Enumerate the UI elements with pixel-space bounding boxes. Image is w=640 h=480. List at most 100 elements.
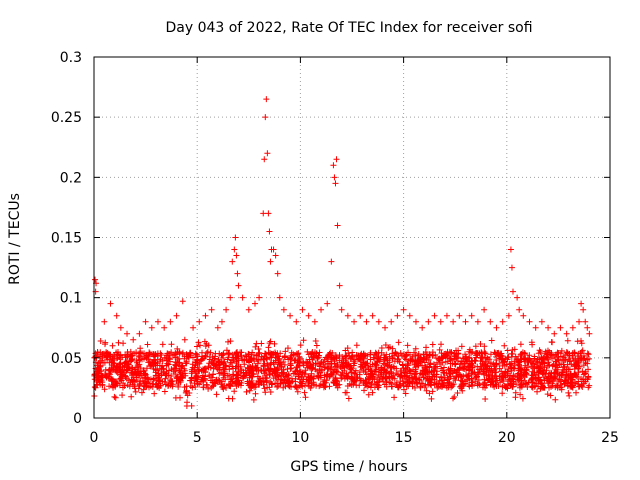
data-point-bulk: [316, 383, 323, 390]
data-point-bulk: [496, 373, 503, 380]
data-point-bulk: [546, 379, 553, 386]
data-point-bulk: [165, 350, 172, 357]
data-point-bulk: [442, 358, 449, 365]
data-point-bulk: [508, 350, 515, 357]
data-point: [208, 306, 215, 313]
data-point-bulk: [411, 378, 418, 385]
data-point-bulk: [428, 395, 435, 402]
data-point-bulk: [181, 384, 188, 391]
data-point-bulk: [445, 384, 452, 391]
data-point-bulk: [452, 360, 459, 367]
data-point-bulk: [183, 387, 190, 394]
data-point-bulk: [517, 341, 524, 348]
data-point: [130, 336, 137, 343]
data-point-bulk: [434, 359, 441, 366]
y-tick-label: 0: [73, 411, 82, 427]
data-point-bulk: [501, 382, 508, 389]
x-tick-label: 5: [193, 430, 202, 446]
data-point: [227, 294, 234, 301]
data-point-bulk: [217, 369, 224, 376]
data-point-bulk: [143, 365, 150, 372]
data-point-bulk: [192, 359, 199, 366]
data-point-bulk: [136, 381, 143, 388]
data-point: [551, 330, 558, 337]
data-point: [234, 270, 241, 277]
data-point: [299, 306, 306, 313]
data-point-bulk: [145, 383, 152, 390]
data-point-bulk: [110, 381, 117, 388]
data-point-bulk: [531, 371, 538, 378]
data-point: [331, 174, 338, 181]
data-point-bulk: [142, 370, 149, 377]
data-point-bulk: [292, 375, 299, 382]
y-tick-label: 0.1: [60, 291, 82, 307]
data-point-bulk: [95, 351, 102, 358]
data-point: [260, 210, 267, 217]
data-point-bulk: [436, 346, 443, 353]
data-point-bulk: [144, 341, 151, 348]
data-point-bulk: [284, 366, 291, 373]
data-point-bulk: [267, 378, 274, 385]
data-point: [419, 324, 426, 331]
data-point-bulk: [123, 367, 130, 374]
data-point-bulk: [128, 357, 135, 364]
data-point-bulk: [474, 363, 481, 370]
data-point-bulk: [546, 362, 553, 369]
data-point-bulk: [110, 364, 117, 371]
data-point: [245, 306, 252, 313]
data-point-bulk: [436, 355, 443, 362]
data-point-bulk: [271, 366, 278, 373]
data-point: [113, 312, 120, 319]
data-point-bulk: [199, 355, 206, 362]
data-point-bulk: [137, 365, 144, 372]
data-point-bulk: [476, 381, 483, 388]
data-point-bulk: [518, 352, 525, 359]
data-point-bulk: [446, 349, 453, 356]
data-point-bulk: [375, 371, 382, 378]
data-point-bulk: [321, 376, 328, 383]
data-point-bulk: [377, 369, 384, 376]
y-tick-label: 0.25: [51, 110, 82, 126]
data-point-bulk: [274, 365, 281, 372]
data-point-bulk: [234, 355, 241, 362]
y-axis-label: ROTI / TECUs: [7, 193, 23, 285]
data-point-bulk: [571, 362, 578, 369]
data-point-bulk: [246, 368, 253, 375]
data-point-bulk: [262, 389, 269, 396]
data-point-bulk: [93, 382, 100, 389]
data-point-bulk: [402, 390, 409, 397]
data-point: [265, 210, 272, 217]
data-point: [580, 306, 587, 313]
data-point: [264, 150, 271, 157]
data-point-bulk: [565, 366, 572, 373]
data-point: [584, 324, 591, 331]
data-point-bulk: [275, 356, 282, 363]
data-point-bulk: [129, 381, 136, 388]
data-point: [382, 324, 389, 331]
data-point: [136, 330, 143, 337]
data-point-bulk: [96, 359, 103, 366]
data-point-bulk: [507, 382, 514, 389]
data-point: [474, 318, 481, 325]
data-point: [251, 300, 258, 307]
data-point-bulk: [575, 383, 582, 390]
data-point: [218, 318, 225, 325]
data-point-bulk: [563, 372, 570, 379]
data-point-bulk: [317, 382, 324, 389]
data-point-bulk: [477, 358, 484, 365]
data-point-bulk: [412, 368, 419, 375]
data-point-bulk: [373, 362, 380, 369]
data-point-bulk: [538, 380, 545, 387]
data-point-bulk: [175, 381, 182, 388]
data-point-bulk: [188, 366, 195, 373]
data-point-bulk: [519, 349, 526, 356]
data-point-bulk: [203, 382, 210, 389]
data-point-bulk: [392, 350, 399, 357]
data-point-bulk: [441, 364, 448, 371]
data-point-bulk: [323, 373, 330, 380]
data-point-bulk: [536, 356, 543, 363]
data-point-bulk: [515, 377, 522, 384]
data-point-bulk: [430, 352, 437, 359]
data-point-bulk: [492, 365, 499, 372]
data-point-bulk: [569, 382, 576, 389]
